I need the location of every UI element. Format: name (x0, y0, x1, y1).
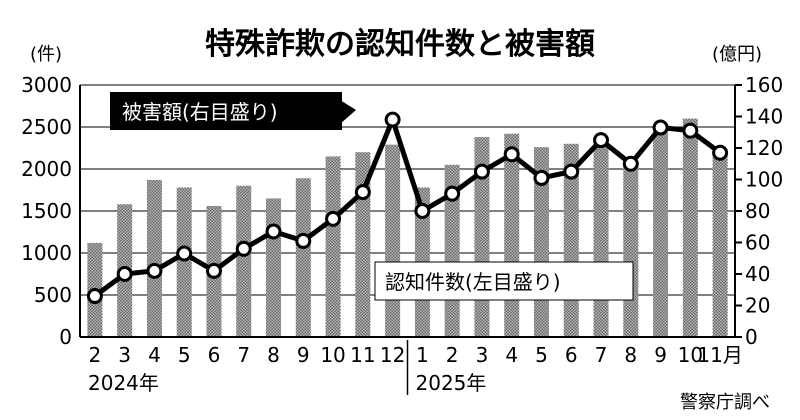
line-point-20 (682, 122, 699, 139)
left-tick-label-1: 500 (34, 283, 72, 307)
year-label-0: 2024年 (88, 371, 159, 395)
line-point-6 (265, 223, 282, 240)
x-tick-label-5: 7 (237, 343, 250, 367)
bar-2 (146, 179, 162, 337)
x-tick-label-0: 2 (89, 343, 102, 367)
x-tick-label-18: 8 (624, 343, 637, 367)
right-tick-label-0: 0 (745, 325, 758, 349)
right-tick-label-4: 80 (745, 199, 770, 223)
line-point-21 (712, 144, 729, 161)
x-tick-label-21: 11月 (697, 343, 742, 367)
line-point-0 (86, 288, 103, 305)
bar-10 (385, 144, 401, 337)
right-axis-ticks: 0 20 40 60 80 100 120 140 160 (735, 73, 783, 349)
line-point-11 (414, 203, 431, 219)
line-point-8 (325, 210, 342, 227)
bar-17 (593, 137, 609, 337)
line-point-1 (116, 266, 133, 282)
right-tick-label-5: 100 (745, 168, 783, 192)
line-point-19 (652, 119, 669, 136)
line-point-9 (354, 184, 371, 201)
right-tick-label-3: 60 (745, 231, 770, 255)
right-tick-label-7: 140 (745, 105, 783, 129)
line-point-4 (205, 262, 222, 279)
bar-7 (295, 178, 311, 337)
right-axis-unit: (億円) (712, 44, 762, 65)
x-tick-label-17: 7 (595, 343, 608, 367)
line-label-pointer (340, 100, 356, 124)
x-tick-label-15: 5 (535, 343, 548, 367)
x-tick-label-11: 1 (416, 343, 429, 367)
right-tick-label-8: 160 (745, 73, 783, 97)
bar-14 (504, 133, 520, 337)
x-tick-label-6: 8 (267, 343, 280, 367)
x-tick-label-3: 5 (178, 343, 191, 367)
year-label-1: 2025年 (416, 371, 487, 395)
line-series-path (93, 117, 722, 299)
line-point-15 (533, 169, 550, 186)
line-point-17 (593, 132, 610, 149)
x-tick-label-1: 3 (118, 343, 131, 367)
line-point-12 (444, 185, 461, 202)
line-point-2 (146, 262, 163, 279)
bar-18 (623, 165, 639, 337)
left-tick-label-5: 2500 (21, 115, 72, 139)
source-note: 警察庁調べ (680, 392, 770, 413)
x-tick-label-9: 11 (350, 343, 375, 367)
bar-6 (266, 198, 282, 337)
line-point-14 (503, 146, 520, 163)
left-tick-label-3: 1500 (21, 199, 72, 223)
bar-8 (325, 156, 341, 337)
x-tick-label-16: 6 (565, 343, 578, 367)
x-tick-label-10: 12 (380, 343, 405, 367)
bar-21 (712, 148, 728, 337)
line-label-text: 被害額(右目盛り) (122, 100, 278, 124)
year-groups: 2024年 2025年 (88, 340, 486, 395)
line-point-18 (622, 155, 639, 172)
x-tick-label-4: 6 (208, 343, 221, 367)
left-tick-label-4: 2000 (21, 157, 72, 181)
bar-20 (682, 118, 698, 337)
bar-label-text: 認知件数(左目盛り) (385, 270, 561, 294)
bar-label-box (374, 261, 634, 301)
right-tick-label-2: 40 (745, 262, 770, 286)
x-tick-label-20: 10 (678, 343, 703, 367)
line-series-label: 被害額(右目盛り) (110, 92, 356, 130)
left-tick-label-2: 1000 (21, 241, 72, 265)
right-tick-label-6: 120 (745, 136, 783, 160)
x-tick-label-14: 4 (505, 343, 518, 367)
x-tick-label-19: 9 (654, 343, 667, 367)
right-tick-label-1: 20 (745, 294, 770, 318)
x-tick-label-13: 3 (476, 343, 489, 367)
bar-19 (653, 131, 669, 337)
line-point-7 (295, 232, 312, 249)
bar-5 (236, 185, 252, 337)
line-label-box (110, 92, 342, 130)
bar-series-label: 認知件数(左目盛り) (374, 261, 634, 301)
bar-series (87, 118, 728, 337)
line-point-16 (563, 163, 580, 180)
line-point-3 (176, 245, 193, 262)
line-point-5 (235, 240, 252, 257)
x-tick-label-12: 2 (446, 343, 459, 367)
x-tick-label-2: 4 (148, 343, 161, 367)
line-markers (86, 111, 729, 305)
left-axis-ticks: 0 500 1000 1500 2000 2500 3000 (21, 73, 72, 349)
chart-title: 特殊詐欺の認知件数と被害額 (205, 27, 595, 62)
left-tick-label-0: 0 (59, 325, 72, 349)
line-point-13 (473, 163, 490, 180)
bar-3 (176, 187, 192, 337)
left-tick-label-6: 3000 (21, 73, 72, 97)
line-point-10 (384, 111, 401, 128)
x-tick-label-7: 9 (297, 343, 310, 367)
left-axis-unit: (件) (30, 44, 62, 65)
x-tick-label-8: 10 (320, 343, 345, 367)
